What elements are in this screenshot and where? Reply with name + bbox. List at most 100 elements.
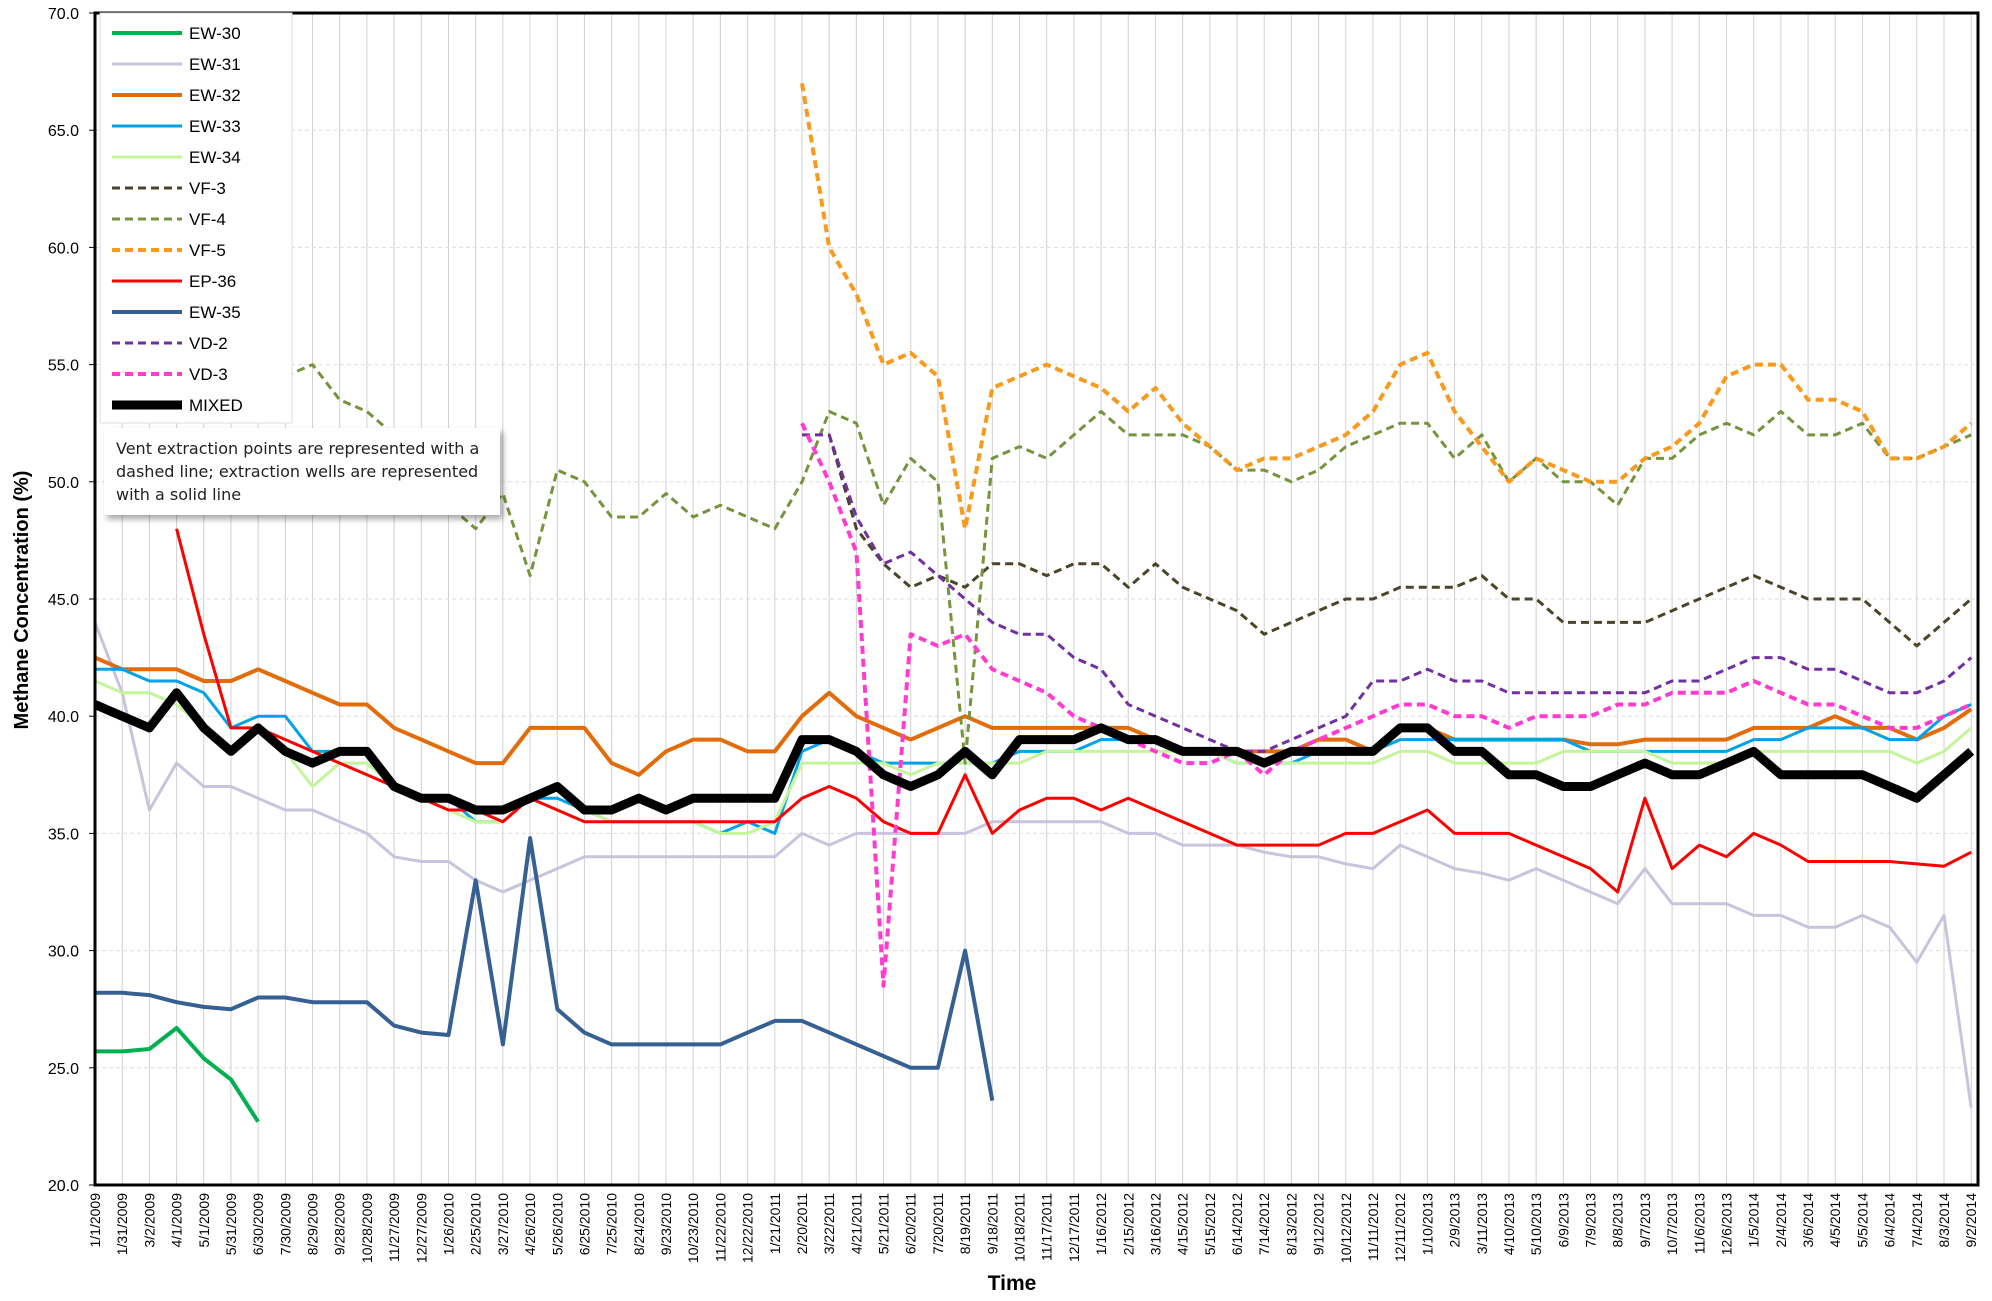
x-tick-label: 1/16/2012 — [1093, 1193, 1109, 1255]
x-tick-label: 5/1/2009 — [196, 1193, 212, 1248]
x-tick-label: 6/14/2012 — [1229, 1193, 1245, 1255]
x-tick-label: 8/3/2014 — [1936, 1193, 1952, 1248]
y-tick-label: 20.0 — [48, 1178, 79, 1195]
x-tick-label: 7/30/2009 — [277, 1193, 293, 1255]
x-tick-label: 9/12/2012 — [1311, 1193, 1327, 1255]
x-tick-label: 12/27/2009 — [413, 1193, 429, 1263]
y-tick-label: 25.0 — [48, 1061, 79, 1078]
x-tick-label: 8/29/2009 — [305, 1193, 321, 1255]
annotation: Vent extraction points are represented w… — [104, 428, 500, 515]
x-tick-label: 4/26/2010 — [522, 1193, 538, 1255]
x-tick-label: 1/10/2013 — [1419, 1193, 1435, 1255]
x-axis-title: Time — [988, 1272, 1037, 1295]
series-line — [93, 688, 1975, 815]
legend-label: EW-34 — [189, 148, 241, 167]
legend-label: EW-31 — [189, 55, 241, 74]
x-tick-label: 6/20/2011 — [903, 1193, 919, 1254]
legend-label: MIXED — [189, 396, 243, 415]
x-tick-label: 3/27/2010 — [495, 1193, 511, 1255]
x-tick-label: 10/28/2009 — [359, 1193, 375, 1263]
x-tick-label: 3/16/2012 — [1147, 1193, 1163, 1255]
x-tick-label: 2/25/2010 — [468, 1193, 484, 1255]
x-tick-label: 9/18/2011 — [984, 1193, 1000, 1254]
x-tick-label: 10/18/2011 — [1012, 1193, 1028, 1262]
x-tick-label: 7/25/2010 — [604, 1193, 620, 1255]
y-tick-label: 65.0 — [48, 123, 79, 140]
x-tick-label: 1/26/2010 — [440, 1193, 456, 1255]
x-tick-label: 11/11/2012 — [1365, 1193, 1381, 1261]
x-tick-label: 1/31/2009 — [114, 1193, 130, 1255]
x-tick-label: 1/1/2009 — [87, 1193, 103, 1248]
series-line — [800, 422, 1972, 988]
x-tick-label: 8/13/2012 — [1283, 1193, 1299, 1255]
y-tick-label: 30.0 — [48, 944, 79, 961]
y-tick-label: 55.0 — [48, 358, 79, 375]
legend-label: VF-5 — [189, 241, 226, 260]
x-tick-label: 5/21/2011 — [876, 1193, 892, 1254]
y-tick-label: 45.0 — [48, 592, 79, 609]
series-line — [827, 434, 1973, 648]
x-tick-label: 3/2/2009 — [141, 1193, 157, 1248]
x-tick-label: 8/8/2013 — [1610, 1193, 1626, 1248]
legend-label: VD-3 — [189, 365, 228, 384]
x-tick-label: 9/28/2009 — [332, 1193, 348, 1255]
y-tick-label: 60.0 — [48, 240, 79, 257]
x-tick-label: 4/1/2009 — [169, 1193, 185, 1248]
x-tick-label: 7/9/2013 — [1583, 1193, 1599, 1248]
x-tick-label: 5/5/2014 — [1854, 1193, 1870, 1248]
x-tick-label: 8/19/2011 — [957, 1193, 973, 1254]
x-tick-label: 4/21/2011 — [848, 1193, 864, 1254]
x-tick-label: 11/27/2009 — [386, 1193, 402, 1262]
legend-label: VD-2 — [189, 334, 228, 353]
plot-frame — [93, 11, 1980, 1187]
x-tick-label: 6/4/2014 — [1882, 1193, 1898, 1248]
series-line — [93, 621, 1973, 1108]
legend-label: VF-4 — [189, 210, 226, 229]
x-tick-label: 1/21/2011 — [767, 1193, 783, 1254]
x-tick-label: 5/15/2012 — [1202, 1193, 1218, 1255]
legend-label: EW-30 — [189, 24, 241, 43]
x-tick-label: 10/7/2013 — [1664, 1193, 1680, 1255]
y-tick-label: 35.0 — [48, 826, 79, 843]
x-tick-label: 3/22/2011 — [821, 1193, 837, 1254]
x-tick-label: 12/11/2012 — [1392, 1193, 1408, 1262]
x-tick-label: 6/25/2010 — [576, 1193, 592, 1255]
x-tick-label: 7/4/2014 — [1909, 1193, 1925, 1248]
x-tick-label: 6/9/2013 — [1555, 1193, 1571, 1248]
series-line — [94, 655, 1973, 777]
y-tick-label: 40.0 — [48, 709, 79, 726]
series-line — [95, 1026, 260, 1123]
legend: EW-30 EW-31 EW-32 EW-33 EW-34 VF-3 VF-4 VF-5 EP-… — [99, 12, 293, 424]
legend-label: EW-32 — [189, 86, 241, 105]
x-tick-label: 7/14/2012 — [1256, 1193, 1272, 1255]
x-tick-label: 2/20/2011 — [794, 1193, 810, 1254]
legend-label: VF-3 — [189, 179, 226, 198]
x-tick-label: 6/30/2009 — [250, 1193, 266, 1255]
x-tick-label: 10/23/2010 — [685, 1193, 701, 1263]
series-line — [95, 667, 1972, 835]
x-tick-label: 5/10/2013 — [1528, 1193, 1544, 1255]
x-tick-label: 5/26/2010 — [549, 1193, 565, 1255]
y-tick-label: 70.0 — [48, 6, 79, 23]
y-axis-title: Methane Concentration (%) — [11, 471, 33, 730]
x-tick-label: 9/2/2014 — [1963, 1193, 1979, 1248]
y-tick-label: 50.0 — [48, 475, 79, 492]
x-tick-label: 10/12/2012 — [1338, 1193, 1354, 1263]
x-tick-label: 3/11/2013 — [1474, 1193, 1490, 1254]
x-tick-label: 11/17/2011 — [1039, 1193, 1055, 1261]
x-tick-label: 3/6/2014 — [1800, 1193, 1816, 1248]
x-tick-label: 11/6/2013 — [1691, 1193, 1707, 1254]
x-tick-label: 9/23/2010 — [658, 1193, 674, 1255]
series-line — [800, 82, 1973, 531]
x-tick-label: 2/4/2014 — [1773, 1193, 1789, 1248]
legend-label: EP-36 — [189, 272, 236, 291]
x-tick-label: 12/6/2013 — [1718, 1193, 1734, 1255]
x-tick-label: 1/5/2014 — [1746, 1193, 1762, 1248]
x-tick-label: 11/22/2010 — [712, 1193, 728, 1262]
series-line — [284, 363, 1972, 765]
legend-label: EW-33 — [189, 117, 241, 136]
x-tick-label: 12/22/2010 — [740, 1193, 756, 1263]
x-tick-label: 12/17/2011 — [1066, 1193, 1082, 1262]
